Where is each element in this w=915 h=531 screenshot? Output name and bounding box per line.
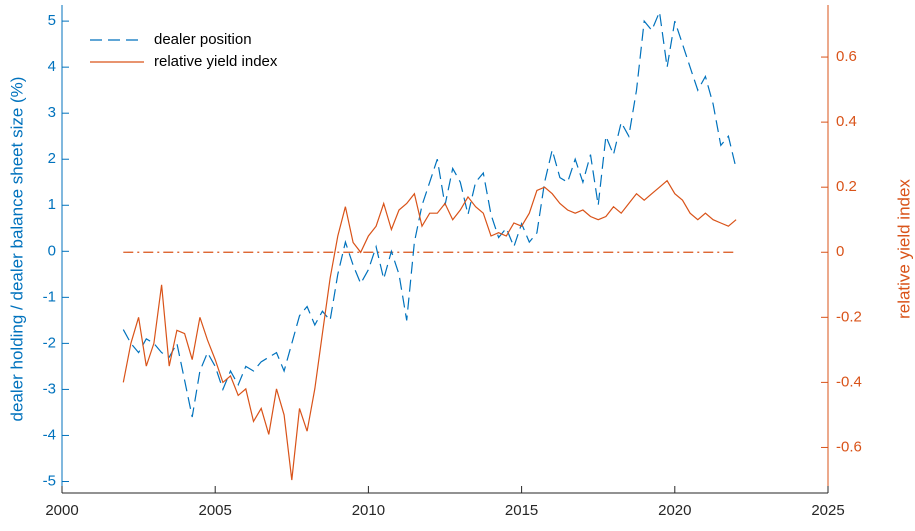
x-tick-label: 2015 <box>505 502 538 519</box>
x-tick-label: 2000 <box>45 502 78 519</box>
x-tick-label: 2005 <box>199 502 232 519</box>
y2-tick-label: 0.2 <box>836 178 857 195</box>
y-tick-label: 0 <box>48 242 56 259</box>
y2-tick-label: -0.2 <box>836 308 862 325</box>
x-tick-label: 2020 <box>658 502 691 519</box>
y-tick-label: -1 <box>43 288 56 305</box>
y2-tick-label: 0.4 <box>836 113 857 130</box>
data-line <box>122 179 737 481</box>
x-tick-label: 2025 <box>811 502 844 519</box>
legend-label: dealer position <box>154 31 252 48</box>
y2-tick-label: 0.6 <box>836 48 857 65</box>
legend-label: relative yield index <box>154 53 278 70</box>
y-tick-label: -2 <box>43 334 56 351</box>
y2-tick-label: 0 <box>836 243 844 260</box>
x-tick-label: 2010 <box>352 502 385 519</box>
data-line <box>122 9 737 418</box>
y-tick-label: 4 <box>48 58 56 75</box>
y-tick-label: 1 <box>48 196 56 213</box>
y-tick-label: -4 <box>43 426 56 443</box>
y-tick-label: 3 <box>48 104 56 121</box>
y2-axis-label: relative yield index <box>894 179 913 319</box>
y-tick-label: 5 <box>48 12 56 29</box>
y-axis-label: dealer holding / dealer balance sheet si… <box>7 77 26 422</box>
y2-tick-label: -0.4 <box>836 373 862 390</box>
y2-tick-label: -0.6 <box>836 438 862 455</box>
y-tick-label: -3 <box>43 380 56 397</box>
y-tick-label: 2 <box>48 150 56 167</box>
y-tick-label: -5 <box>43 472 56 489</box>
